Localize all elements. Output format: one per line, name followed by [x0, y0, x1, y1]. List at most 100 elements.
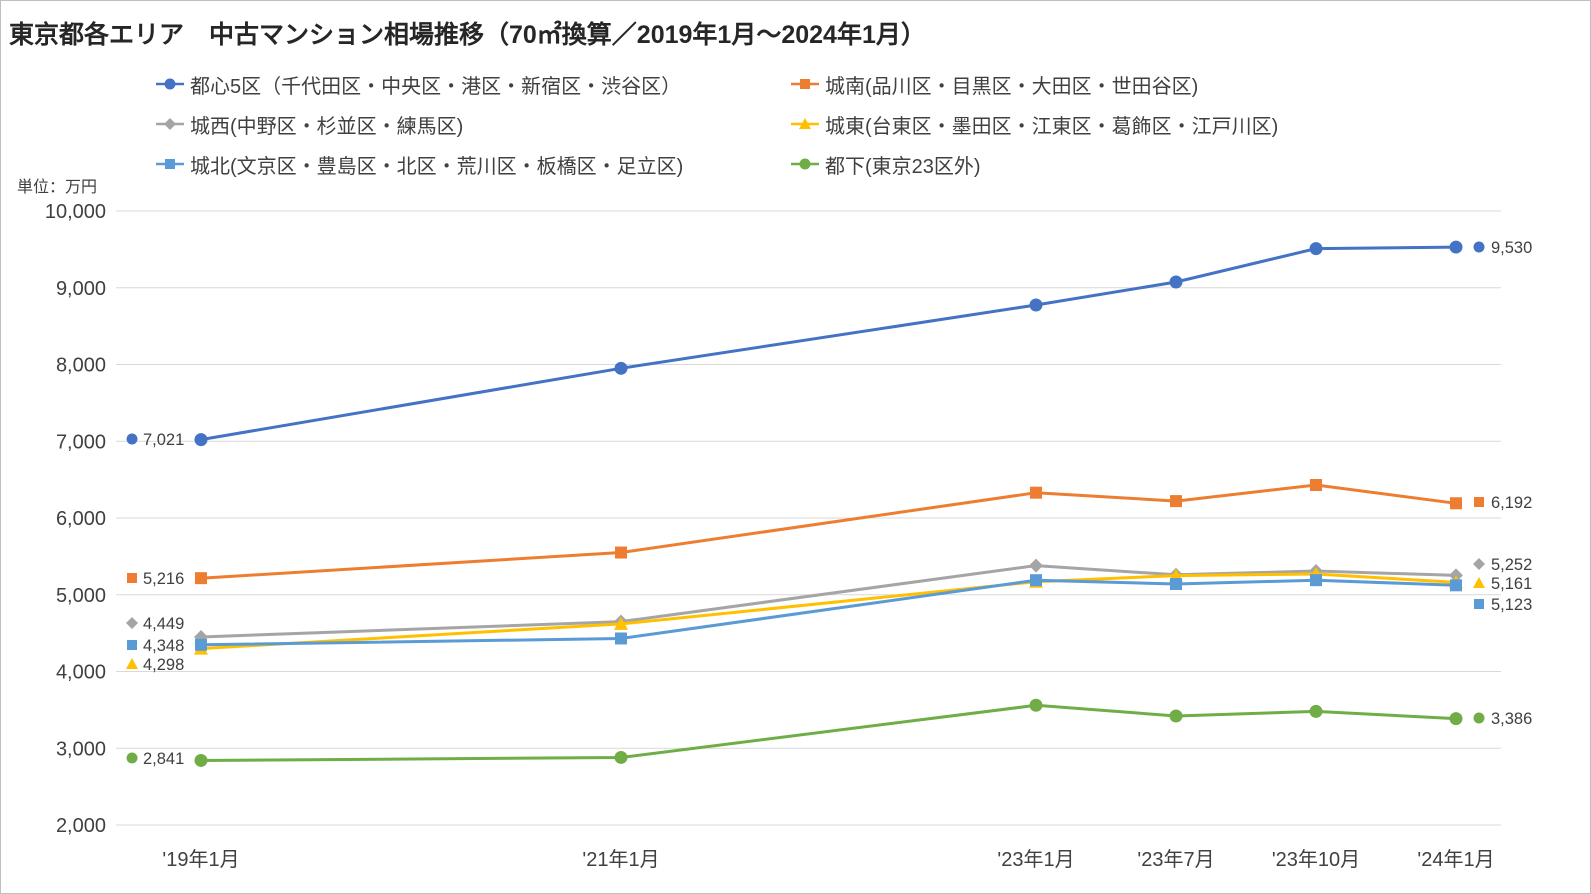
diamond-marker-icon	[126, 617, 138, 629]
data-label: 3,386	[1491, 710, 1532, 728]
legend-item: 城北(文京区・豊島区・北区・荒川区・板橋区・足立区)	[156, 154, 791, 178]
diamond-marker-icon	[1029, 558, 1043, 573]
circle-marker-icon	[614, 361, 628, 375]
data-label: 5,252	[1491, 556, 1532, 574]
legend-key-icon	[791, 158, 819, 170]
legend-item: 都下(東京23区外)	[791, 154, 1278, 178]
triangle-marker-icon	[799, 118, 811, 129]
y-tick-label: 7,000	[56, 431, 106, 453]
circle-marker-icon	[1309, 704, 1323, 718]
square-marker-icon	[127, 573, 137, 583]
y-tick-label: 5,000	[56, 585, 106, 607]
circle-marker-icon	[1449, 240, 1463, 254]
series-line	[200, 703, 1457, 762]
square-marker-icon	[1474, 497, 1484, 507]
circle-marker-icon	[194, 753, 208, 767]
y-tick-label: 2,000	[56, 815, 106, 837]
square-marker-icon	[1474, 599, 1484, 609]
circle-marker-icon	[1449, 712, 1463, 726]
square-marker-icon	[1450, 579, 1462, 592]
legend-item-label: 城西(中野区・杉並区・練馬区)	[190, 115, 464, 138]
legend-key-icon	[791, 79, 819, 89]
square-marker-icon	[1310, 478, 1322, 491]
x-tick-label: '19年1月	[162, 848, 239, 871]
square-marker-icon	[615, 632, 627, 645]
square-marker-icon	[195, 572, 207, 585]
y-tick-label: 10,000	[45, 201, 106, 223]
square-marker-icon	[800, 79, 810, 89]
x-tick-label: '24年1月	[1417, 848, 1494, 871]
triangle-marker-icon	[614, 616, 628, 630]
unit-label: 単位：万円	[17, 179, 98, 196]
legend-item-label: 都心5区（千代田区・中央区・港区・新宿区・渋谷区）	[190, 75, 682, 98]
data-label: 5,161	[1491, 575, 1532, 593]
data-label: 4,449	[143, 615, 184, 633]
circle-marker-icon	[164, 78, 176, 90]
square-marker-icon	[127, 640, 137, 650]
circle-marker-icon	[799, 158, 811, 170]
square-marker-icon	[1450, 497, 1462, 510]
data-label: 4,298	[143, 656, 184, 674]
legend-item: 都心5区（千代田区・中央区・港区・新宿区・渋谷区）	[156, 74, 791, 98]
data-label: 7,021	[143, 431, 184, 449]
legend: 都心5区（千代田区・中央区・港区・新宿区・渋谷区） 城南(品川区・目黒区・大田区・…	[156, 74, 1278, 178]
square-marker-icon	[1030, 486, 1042, 499]
legend-key-icon	[156, 78, 184, 90]
circle-marker-icon	[1169, 275, 1183, 289]
square-marker-icon	[165, 159, 175, 169]
y-tick-label: 8,000	[56, 355, 106, 377]
data-label: 2,841	[143, 750, 184, 768]
square-marker-icon	[1030, 574, 1042, 587]
circle-marker-icon	[126, 752, 138, 764]
data-label: 5,123	[1491, 596, 1532, 614]
legend-key-icon	[791, 118, 819, 129]
circle-marker-icon	[1473, 241, 1485, 253]
x-tick-label: '23年7月	[1137, 848, 1214, 871]
diamond-marker-icon	[164, 118, 176, 130]
x-tick-label: '23年10月	[1272, 848, 1360, 871]
chart-title: 東京都各エリア 中古マンション相場推移（70㎡換算／2019年1月～2024年1…	[9, 21, 926, 49]
legend-item: 城南(品川区・目黒区・大田区・世田谷区)	[791, 74, 1278, 98]
y-tick-label: 9,000	[56, 278, 106, 300]
data-label: 5,216	[143, 570, 184, 588]
legend-item-label: 城東(台東区・墨田区・江東区・葛飾区・江戸川区)	[825, 115, 1279, 138]
triangle-marker-icon	[1473, 577, 1485, 588]
y-tick-label: 6,000	[56, 508, 106, 530]
y-tick-label: 3,000	[56, 738, 106, 760]
circle-marker-icon	[614, 750, 628, 764]
x-tick-label: '23年1月	[997, 848, 1074, 871]
legend-key-icon	[156, 159, 184, 169]
series-line	[200, 564, 1457, 639]
square-marker-icon	[1170, 578, 1182, 591]
legend-item: 城東(台東区・墨田区・江東区・葛飾区・江戸川区)	[791, 114, 1278, 138]
data-label: 4,348	[143, 637, 184, 655]
circle-marker-icon	[126, 433, 138, 445]
square-marker-icon	[1170, 495, 1182, 508]
legend-item: 城西(中野区・杉並区・練馬区)	[156, 114, 791, 138]
x-tick-label: '21年1月	[582, 848, 659, 871]
legend-key-icon	[156, 118, 184, 130]
legend-item-label: 都下(東京23区外)	[825, 155, 981, 178]
legend-item-label: 城南(品川区・目黒区・大田区・世田谷区)	[825, 75, 1199, 98]
data-label: 9,530	[1491, 239, 1532, 257]
y-tick-label: 4,000	[56, 662, 106, 684]
series-line	[200, 245, 1457, 442]
square-marker-icon	[1310, 574, 1322, 587]
legend-item-label: 城北(文京区・豊島区・北区・荒川区・板橋区・足立区)	[190, 155, 684, 178]
triangle-marker-icon	[126, 658, 138, 669]
circle-marker-icon	[1029, 298, 1043, 312]
data-label: 6,192	[1491, 494, 1532, 512]
circle-marker-icon	[1169, 709, 1183, 723]
diamond-marker-icon	[1473, 558, 1485, 570]
series-line	[200, 483, 1457, 580]
circle-marker-icon	[1473, 712, 1485, 724]
series-line	[200, 578, 1457, 647]
square-marker-icon	[615, 546, 627, 559]
series-line	[200, 572, 1457, 651]
circle-marker-icon	[1309, 242, 1323, 256]
circle-marker-icon	[194, 433, 208, 447]
square-marker-icon	[195, 638, 207, 651]
circle-marker-icon	[1029, 698, 1043, 712]
